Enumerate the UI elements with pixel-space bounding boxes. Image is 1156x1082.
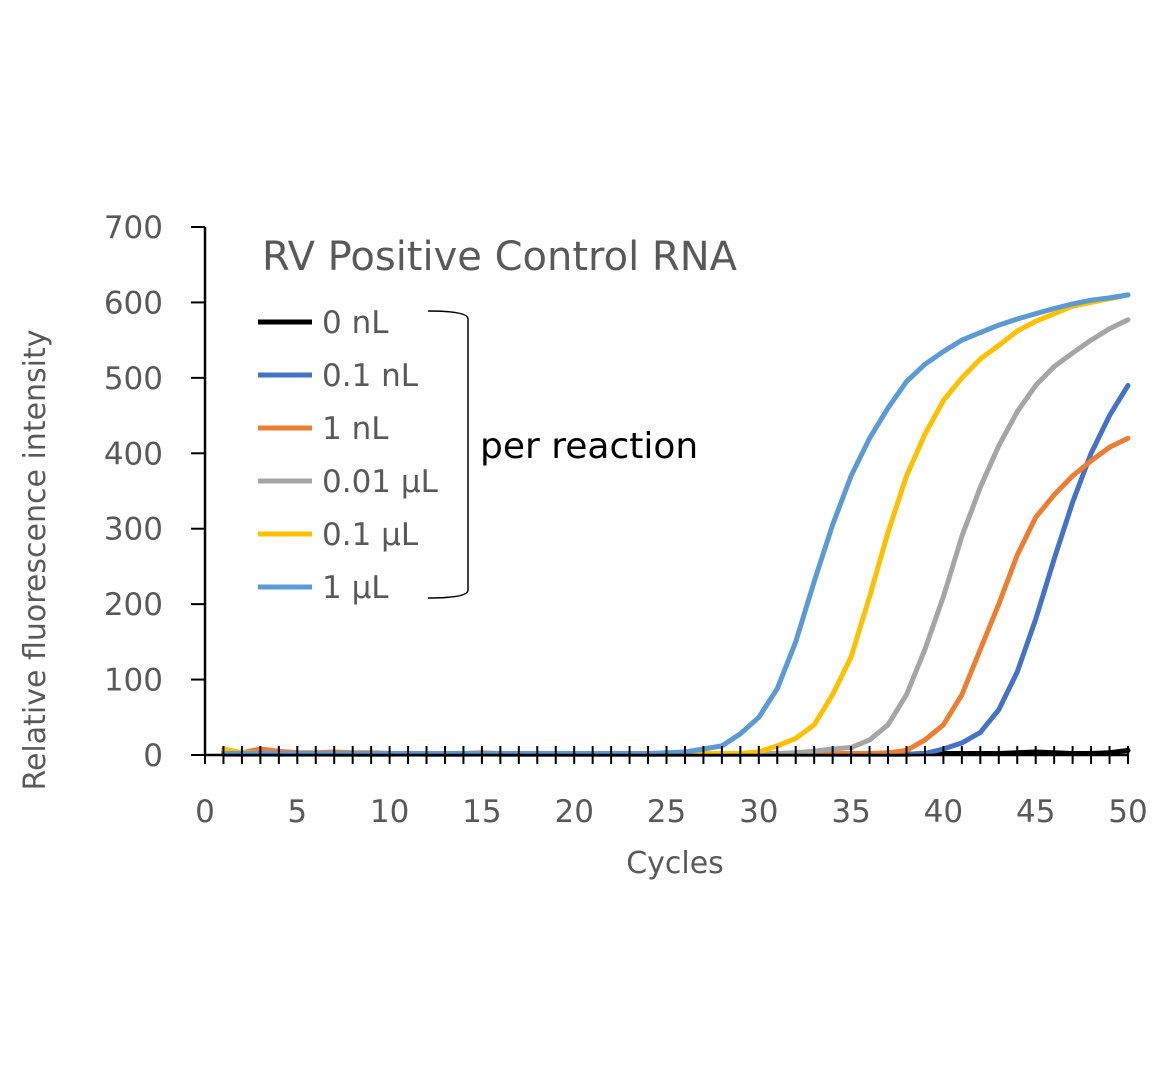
- y-tick-label: 400: [104, 436, 163, 472]
- y-axis-title: Relative fluorescence intensity: [18, 329, 53, 790]
- legend-label-3: 0.01 µL: [322, 464, 439, 500]
- legend: 0 nL 0.1 nL 1 nL 0.01 µL 0.1 µL 1 µL: [258, 305, 439, 606]
- series-line-5: [221, 292, 1131, 756]
- legend-label-5: 1 µL: [322, 570, 389, 606]
- x-tick-label: 5: [287, 794, 307, 830]
- legend-label-0: 0 nL: [322, 305, 389, 341]
- y-ticks: 0 100 200 300 400 500 600 700: [104, 210, 205, 774]
- y-tick-label: 700: [104, 210, 163, 246]
- y-tick-label: 300: [104, 512, 163, 548]
- x-tick-label: 45: [1016, 794, 1055, 830]
- chart-title: RV Positive Control RNA: [262, 234, 738, 280]
- y-tick-label: 200: [104, 587, 163, 623]
- x-tick-label: 40: [924, 794, 963, 830]
- y-tick-label: 0: [143, 738, 163, 774]
- y-tick-label: 600: [104, 285, 163, 321]
- x-tick-label: 0: [195, 794, 215, 830]
- legend-bracket: [427, 310, 469, 599]
- x-tick-label: 15: [462, 794, 501, 830]
- y-tick-label: 500: [104, 361, 163, 397]
- x-tick-label: 25: [647, 794, 686, 830]
- x-ticks: 0 5 10 15 20 25 30 35 40 45 50: [195, 746, 1148, 830]
- x-axis-title: Cycles: [626, 846, 724, 881]
- x-tick-label: 20: [554, 794, 593, 830]
- legend-label-4: 0.1 µL: [322, 517, 419, 553]
- legend-label-2: 1 nL: [322, 411, 389, 447]
- y-tick-label: 100: [104, 663, 163, 699]
- x-tick-label: 35: [831, 794, 870, 830]
- legend-label-1: 0.1 nL: [322, 358, 419, 394]
- per-reaction-annotation: per reaction: [480, 426, 698, 467]
- x-tick-label: 50: [1108, 794, 1147, 830]
- x-tick-label: 10: [370, 794, 409, 830]
- x-tick-label: 30: [739, 794, 778, 830]
